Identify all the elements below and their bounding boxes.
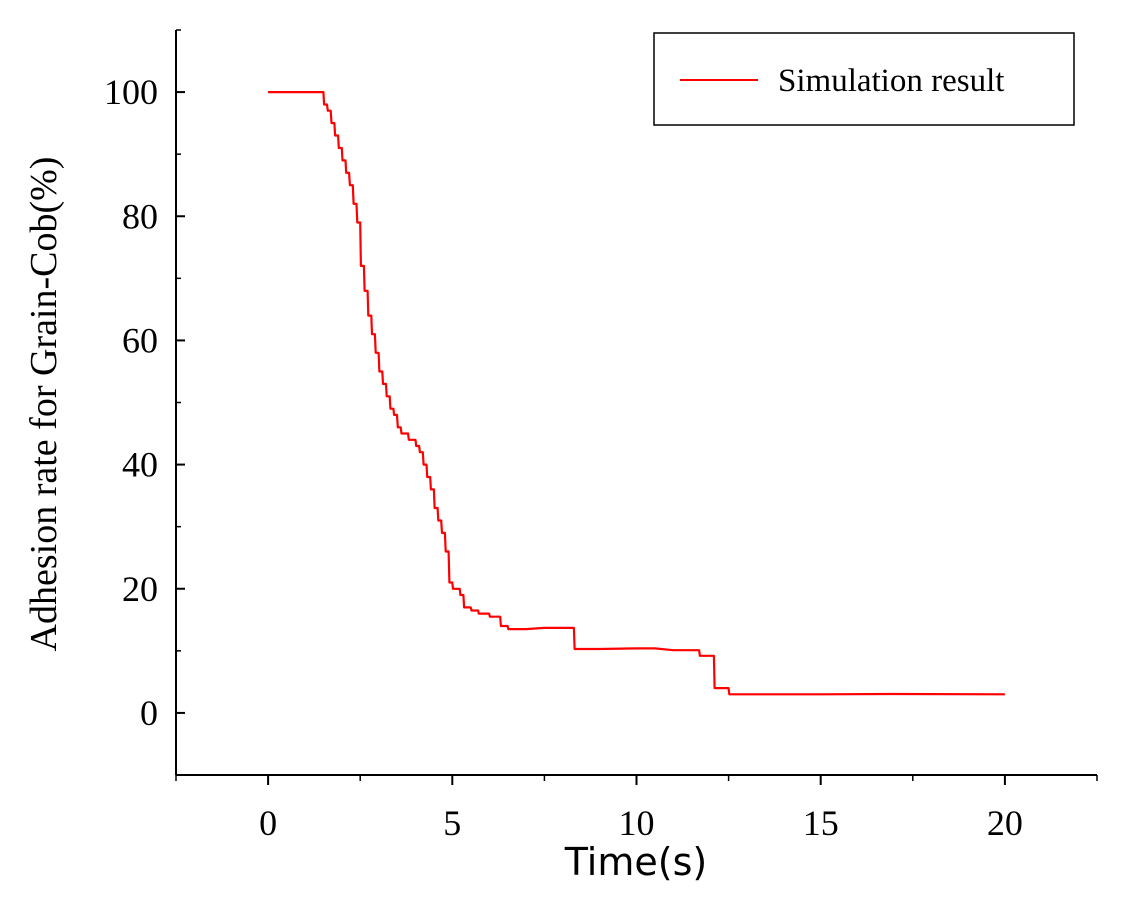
x-tick-label: 5	[443, 803, 461, 843]
y-tick-label: 60	[122, 320, 158, 360]
y-tick-label: 80	[122, 196, 158, 236]
legend-label: Simulation result	[778, 63, 1004, 99]
series-group	[268, 90, 1005, 696]
x-tick-label: 10	[619, 803, 655, 843]
axes	[175, 30, 1097, 776]
y-tick-label: 20	[122, 569, 158, 609]
y-tick-label: 40	[122, 445, 158, 485]
x-axis-title: Time(s)	[564, 840, 707, 884]
series-line	[268, 90, 1005, 696]
x-ticks: 0 5 10 15 20	[175, 775, 1098, 843]
y-ticks: 0 20 40 60 80 100	[104, 29, 185, 776]
y-tick-label: 100	[104, 72, 158, 112]
y-axis-title: Adhesion rate for Grain-Cob(%)	[23, 157, 65, 652]
y-tick-label: 0	[140, 693, 158, 733]
x-tick-label: 0	[259, 803, 277, 843]
x-tick-label: 20	[987, 803, 1023, 843]
x-tick-label: 15	[803, 803, 839, 843]
legend: Simulation result	[653, 32, 1075, 126]
